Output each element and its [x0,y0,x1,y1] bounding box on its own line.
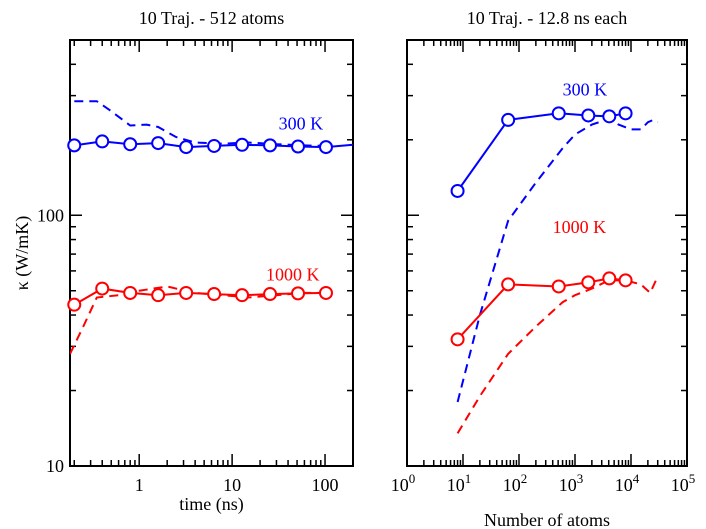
data-point [291,286,306,301]
x-tick-label: 105 [671,471,696,495]
series-annotation: 300 K [563,80,608,100]
series-line [70,285,325,355]
data-point [602,271,617,286]
chart-title: 10 Traj. - 12.8 ns each [467,8,628,28]
data-point [263,287,278,302]
series-group [456,112,659,434]
x-tick-label: 102 [503,471,528,495]
data-point [123,137,138,152]
data-point [318,140,333,155]
data-point [67,297,82,312]
data-point [95,281,110,296]
data-point [581,108,596,123]
chart-panel-atoms: 10 Traj. - 12.8 ns each 100 101 102 103 104 10… [391,8,696,529]
x-tick-label: 101 [447,471,472,495]
data-point [618,273,633,288]
data-point [450,332,465,347]
data-point [235,137,250,152]
x-tick-label: 100 [312,475,339,495]
x-tick-label: 1 [135,475,144,495]
data-point [151,288,166,303]
x-axis-label: time (ns) [179,494,244,515]
chart-title: 10 Traj. - 512 atoms [139,8,285,28]
data-point [123,285,138,300]
data-point [291,139,306,154]
data-point [501,277,516,292]
series-group [70,100,353,355]
series-line [456,277,626,340]
data-point [151,136,166,151]
data-point [179,140,194,155]
plot-frame [406,39,688,467]
y-tick-label: 10 [46,456,64,476]
data-point [235,288,250,303]
series-line [456,276,659,434]
x-tick-label: 104 [615,471,640,495]
data-point [318,285,333,300]
series-line [456,112,626,192]
data-point [501,112,516,127]
x-tick-label: 10 [223,475,241,495]
x-tick-label: 100 [391,471,416,495]
data-point [207,287,222,302]
y-tick-label: 100 [37,205,64,225]
series-line [456,117,659,403]
data-point [450,183,465,198]
x-axis-label: Number of atoms [484,510,610,529]
data-point [95,134,110,149]
chart-panel-time: 10 Traj. - 512 atoms 10 100 1 10 100 time (ns)… [37,8,354,515]
data-point [551,279,566,294]
y-axis-label: κ (W/mK) [12,216,33,291]
x-tick-label: 103 [559,471,584,495]
series-annotation: 300 K [279,113,324,133]
data-point [207,138,222,153]
series-annotation: 1000 K [266,264,320,284]
series-annotation: 1000 K [553,217,607,237]
data-point [602,109,617,124]
data-point [618,106,633,121]
plot-frame [69,39,354,467]
data-point [263,138,278,153]
data-point [551,106,566,121]
data-point [179,285,194,300]
data-point [67,138,82,153]
data-point [581,275,596,290]
